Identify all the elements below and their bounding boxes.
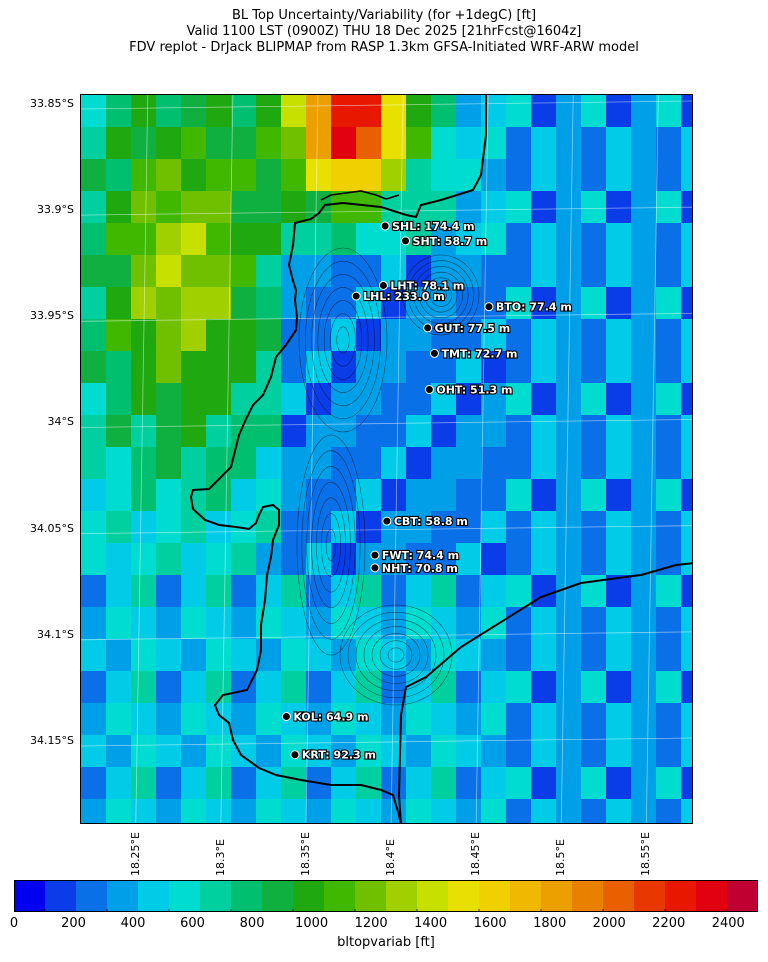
- colorbar-segment: [231, 880, 263, 912]
- colorbar-tick-label: 800: [239, 916, 265, 931]
- lon-label: 18.5°E: [554, 839, 568, 876]
- station-marker-bto[interactable]: [484, 302, 494, 312]
- title-line-3: FDV replot - DrJack BLIPMAP from RASP 1.…: [129, 40, 639, 55]
- colorbar-segment: [169, 880, 201, 912]
- terrain-contours: [296, 247, 480, 706]
- station-label-cbt: CBT: 58.8 m: [394, 515, 468, 528]
- colorbar-segment: [634, 880, 666, 912]
- colorbar-tick-label: 1200: [354, 916, 388, 931]
- colorbar-segment: [324, 880, 356, 912]
- colorbar-segment: [510, 880, 542, 912]
- colorbar-segment: [448, 880, 480, 912]
- colorbar-segment: [200, 880, 232, 912]
- station-marker-fwt[interactable]: [370, 550, 380, 560]
- colorbar: [14, 880, 758, 912]
- station-marker-sht[interactable]: [401, 236, 411, 246]
- colorbar-segment: [665, 880, 697, 912]
- colorbar-segment: [696, 880, 728, 912]
- station-label-kol: KOL: 64.9 m: [293, 710, 368, 723]
- colorbar-segment: [138, 880, 170, 912]
- colorbar-tick-label: 2000: [592, 916, 626, 931]
- lat-label: 34.05°S: [30, 521, 74, 535]
- station-label-gut: GUT: 77.5 m: [435, 322, 511, 335]
- title-line-1: BL Top Uncertainty/Variability (for +1de…: [231, 8, 537, 23]
- colorbar-tick-label: 1800: [533, 916, 567, 931]
- lon-label: 18.25°E: [128, 832, 142, 876]
- station-marker-lhl[interactable]: [351, 291, 361, 301]
- station-marker-nht[interactable]: [370, 563, 380, 573]
- lon-label: 18.45°E: [469, 832, 483, 876]
- station-marker-krt[interactable]: [290, 750, 300, 760]
- lat-label: 33.85°S: [30, 96, 74, 110]
- colorbar-tick-label: 2200: [652, 916, 686, 931]
- variability-raster: [81, 95, 692, 823]
- colorbar-segment: [603, 880, 635, 912]
- station-marker-cbt[interactable]: [382, 516, 392, 526]
- title-line-2: Valid 1100 LST (0900Z) THU 18 Dec 2025 […: [186, 24, 582, 39]
- colorbar-segment: [727, 880, 758, 912]
- colorbar-segment: [355, 880, 387, 912]
- colorbar-tick-label: 1000: [295, 916, 329, 931]
- colorbar-segment: [572, 880, 604, 912]
- station-label-bto: BTO: 77.4 m: [496, 301, 572, 314]
- colorbar-tick-label: 1400: [414, 916, 448, 931]
- station-label-lht: LHT: 78.1 m: [390, 279, 464, 292]
- lat-label: 34.15°S: [30, 733, 74, 747]
- lat-label: 34.1°S: [37, 627, 74, 641]
- colorbar-segment: [293, 880, 325, 912]
- colorbar-segment: [541, 880, 573, 912]
- station-label-lhl: LHL: 233.0 m: [363, 290, 445, 303]
- colorbar-segment: [76, 880, 108, 912]
- station-marker-shl[interactable]: [380, 221, 390, 231]
- colorbar-segment: [45, 880, 77, 912]
- colorbar-segment: [386, 880, 418, 912]
- lon-label: 18.55°E: [639, 832, 653, 876]
- station-label-tmt: TMT: 72.7 m: [441, 347, 517, 360]
- lat-label: 33.95°S: [30, 309, 74, 323]
- colorbar-label: bltopvariab [ft]: [337, 935, 435, 950]
- lat-label: 34°S: [47, 415, 74, 429]
- station-marker-oht[interactable]: [424, 385, 434, 395]
- station-label-fwt: FWT: 74.4 m: [382, 549, 459, 562]
- colorbar-segment: [262, 880, 294, 912]
- station-marker-gut[interactable]: [423, 323, 433, 333]
- harbour-coast: [320, 190, 400, 201]
- station-label-oht: OHT: 51.3 m: [436, 384, 512, 397]
- station-label-krt: KRT: 92.3 m: [302, 749, 376, 762]
- lat-label: 33.9°S: [37, 203, 74, 217]
- colorbar-tick-label: 600: [180, 916, 205, 931]
- station-label-sht: SHT: 58.7 m: [413, 235, 488, 248]
- colorbar-tick-label: 0: [9, 916, 19, 931]
- map-panel[interactable]: SHL: 174.4 m SHT: 58.7 m LHT: 78.1 m LHL: 2…: [80, 94, 693, 824]
- station-marker-kol[interactable]: [281, 711, 291, 721]
- colorbar-segment: [479, 880, 511, 912]
- coastline: [189, 95, 487, 823]
- colorbar-tick-label: 200: [61, 916, 86, 931]
- colorbar-segment: [417, 880, 449, 912]
- lon-label: 18.3°E: [213, 839, 227, 876]
- colorbar-tick-label: 400: [120, 916, 146, 931]
- graticule: [81, 95, 692, 823]
- station-label-nht: NHT: 70.8 m: [382, 562, 458, 575]
- lon-label: 18.4°E: [384, 839, 398, 876]
- station-marker-tmt[interactable]: [429, 348, 439, 358]
- colorbar-segment: [107, 880, 139, 912]
- colorbar-tick-label: 1600: [473, 916, 507, 931]
- station-marker-lht[interactable]: [378, 280, 388, 290]
- municipal-boundary: [397, 562, 692, 823]
- colorbar-segment: [14, 880, 46, 912]
- lon-label: 18.35°E: [298, 832, 312, 876]
- colorbar-tick-label: 2400: [711, 916, 745, 931]
- station-label-shl: SHL: 174.4 m: [392, 220, 474, 233]
